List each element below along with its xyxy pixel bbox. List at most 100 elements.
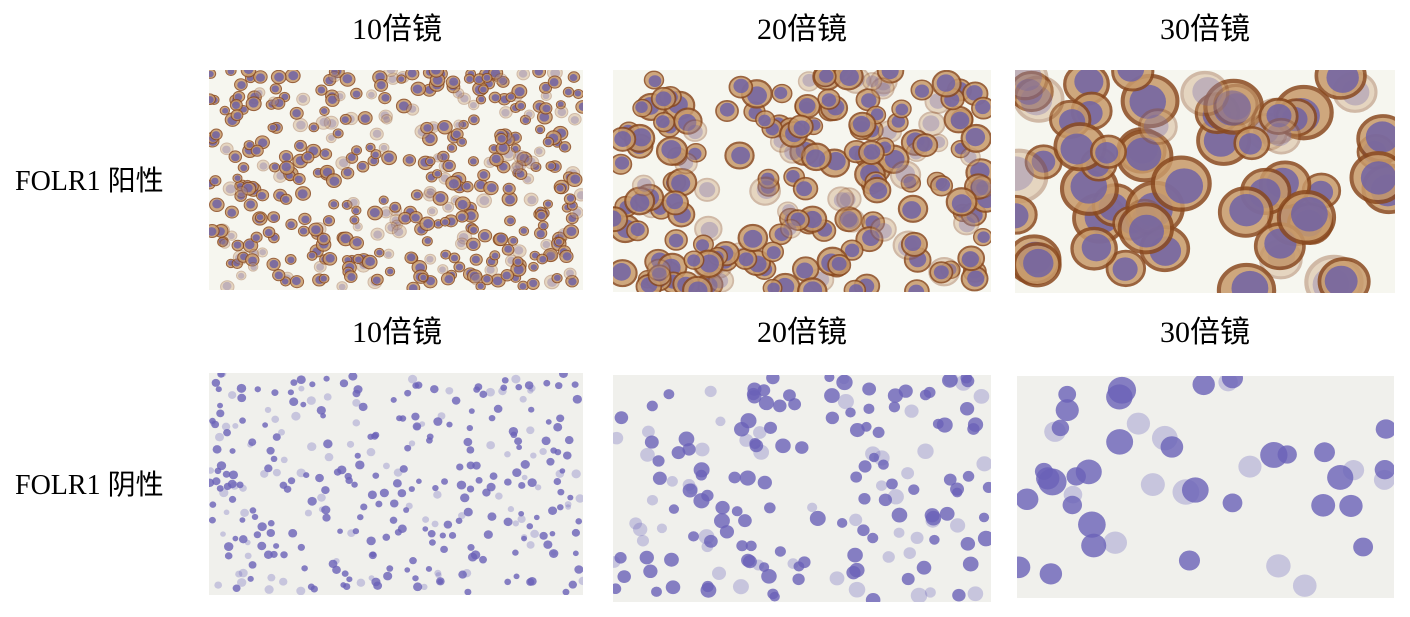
cell bbox=[408, 440, 416, 447]
cell bbox=[867, 532, 879, 544]
cell bbox=[279, 160, 295, 175]
cell bbox=[235, 270, 247, 281]
cell bbox=[467, 156, 479, 167]
cell bbox=[372, 472, 380, 479]
cell bbox=[749, 176, 781, 206]
cell bbox=[266, 446, 275, 455]
cell bbox=[435, 572, 442, 579]
cell bbox=[354, 452, 361, 459]
cell bbox=[510, 143, 521, 153]
cell bbox=[836, 375, 853, 391]
cell bbox=[485, 387, 495, 397]
cell bbox=[337, 465, 347, 475]
cell bbox=[1015, 194, 1038, 235]
cell bbox=[1075, 459, 1102, 485]
cell bbox=[209, 501, 217, 508]
cell bbox=[682, 478, 696, 491]
cell bbox=[211, 420, 220, 429]
cell bbox=[500, 269, 515, 282]
cell bbox=[432, 169, 443, 179]
cell bbox=[463, 437, 473, 447]
cell bbox=[740, 413, 757, 429]
cell bbox=[554, 183, 567, 195]
cell bbox=[264, 406, 272, 413]
micrograph-positive-20x bbox=[613, 70, 991, 292]
cell bbox=[230, 109, 244, 122]
cell bbox=[219, 105, 231, 116]
cell bbox=[217, 402, 224, 409]
cell bbox=[824, 375, 835, 383]
cell bbox=[834, 206, 863, 233]
cell bbox=[903, 547, 916, 559]
cell bbox=[728, 75, 754, 99]
cell bbox=[1213, 83, 1259, 126]
cell bbox=[446, 143, 458, 153]
cell bbox=[510, 431, 518, 439]
cell bbox=[308, 222, 324, 237]
cell bbox=[237, 162, 250, 173]
cell bbox=[420, 583, 428, 591]
cell bbox=[483, 530, 493, 539]
cell bbox=[475, 281, 486, 290]
cell bbox=[755, 110, 776, 129]
cell bbox=[412, 422, 422, 431]
cell bbox=[1015, 70, 1054, 113]
cell bbox=[575, 100, 583, 114]
cell bbox=[527, 478, 537, 487]
cell bbox=[264, 585, 274, 594]
cell bbox=[646, 400, 658, 412]
cell bbox=[897, 194, 929, 223]
cell bbox=[238, 568, 248, 578]
cell bbox=[685, 143, 707, 163]
cell bbox=[757, 168, 780, 189]
cell bbox=[215, 386, 222, 393]
cell bbox=[572, 394, 582, 404]
cell bbox=[526, 426, 535, 435]
cell bbox=[524, 155, 540, 170]
cell bbox=[693, 462, 710, 478]
cell bbox=[1058, 385, 1077, 403]
cell bbox=[559, 249, 574, 264]
cell bbox=[631, 174, 656, 197]
cell bbox=[713, 513, 730, 529]
cell bbox=[918, 111, 946, 137]
cell bbox=[566, 172, 583, 188]
cell bbox=[858, 492, 871, 505]
cell bbox=[403, 507, 410, 513]
cell bbox=[404, 389, 412, 397]
cell bbox=[793, 561, 805, 572]
cell bbox=[1039, 563, 1063, 585]
cell bbox=[486, 441, 495, 450]
cell bbox=[488, 91, 502, 104]
cell bbox=[943, 375, 959, 387]
cell bbox=[440, 545, 448, 554]
cell bbox=[272, 269, 286, 282]
cell bbox=[266, 528, 276, 537]
cell bbox=[271, 389, 279, 396]
cell bbox=[640, 447, 655, 462]
cell bbox=[234, 78, 248, 91]
cell bbox=[496, 75, 510, 88]
cell bbox=[251, 513, 259, 521]
cell bbox=[1015, 70, 1049, 101]
cell bbox=[370, 273, 384, 286]
cell bbox=[788, 398, 802, 411]
cell bbox=[758, 395, 775, 411]
cell bbox=[209, 128, 223, 141]
cell bbox=[355, 460, 365, 470]
cell bbox=[392, 479, 402, 488]
cell bbox=[481, 72, 493, 83]
cell bbox=[683, 250, 705, 270]
cell bbox=[1150, 155, 1212, 212]
cell bbox=[343, 270, 358, 283]
cell bbox=[520, 460, 530, 469]
cell bbox=[761, 241, 785, 263]
cell bbox=[1258, 97, 1299, 135]
cell bbox=[850, 471, 863, 483]
column-header-30x: 30倍镜 bbox=[1160, 316, 1250, 349]
cell bbox=[439, 532, 446, 539]
cell bbox=[1276, 189, 1337, 245]
cell bbox=[247, 261, 259, 272]
cell bbox=[404, 444, 412, 452]
cell bbox=[500, 384, 508, 391]
